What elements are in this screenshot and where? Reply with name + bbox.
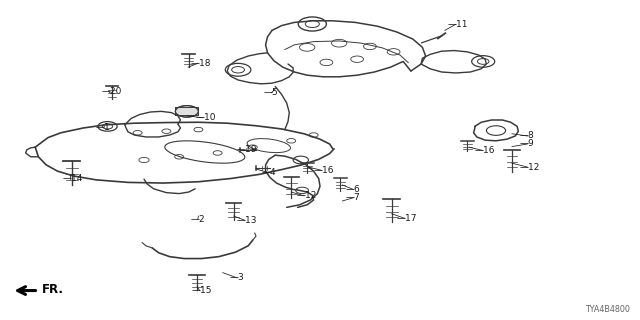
Text: —2: —2	[190, 215, 205, 224]
Text: —16: —16	[314, 166, 334, 175]
Text: —6: —6	[346, 185, 360, 194]
Text: —20: —20	[101, 87, 122, 96]
Text: —4: —4	[261, 168, 276, 177]
Text: —7: —7	[346, 193, 360, 202]
Text: —12: —12	[296, 191, 317, 200]
Text: —19: —19	[237, 145, 257, 154]
Text: —13: —13	[237, 216, 257, 225]
Text: —3: —3	[229, 273, 244, 282]
Text: —9: —9	[520, 140, 534, 148]
Text: —15: —15	[192, 286, 212, 295]
Text: —10: —10	[195, 113, 216, 122]
Circle shape	[175, 106, 198, 117]
Text: —16: —16	[475, 146, 495, 155]
Text: —1: —1	[96, 123, 111, 132]
Text: —18: —18	[190, 59, 211, 68]
Text: —8: —8	[520, 132, 534, 140]
Text: —11: —11	[448, 20, 468, 29]
Text: FR.: FR.	[42, 284, 63, 296]
Text: TYA4B4800: TYA4B4800	[586, 305, 630, 314]
Text: —5: —5	[264, 88, 278, 97]
Text: —12: —12	[520, 163, 540, 172]
Text: —17: —17	[397, 214, 417, 223]
Text: —14: —14	[63, 174, 83, 183]
